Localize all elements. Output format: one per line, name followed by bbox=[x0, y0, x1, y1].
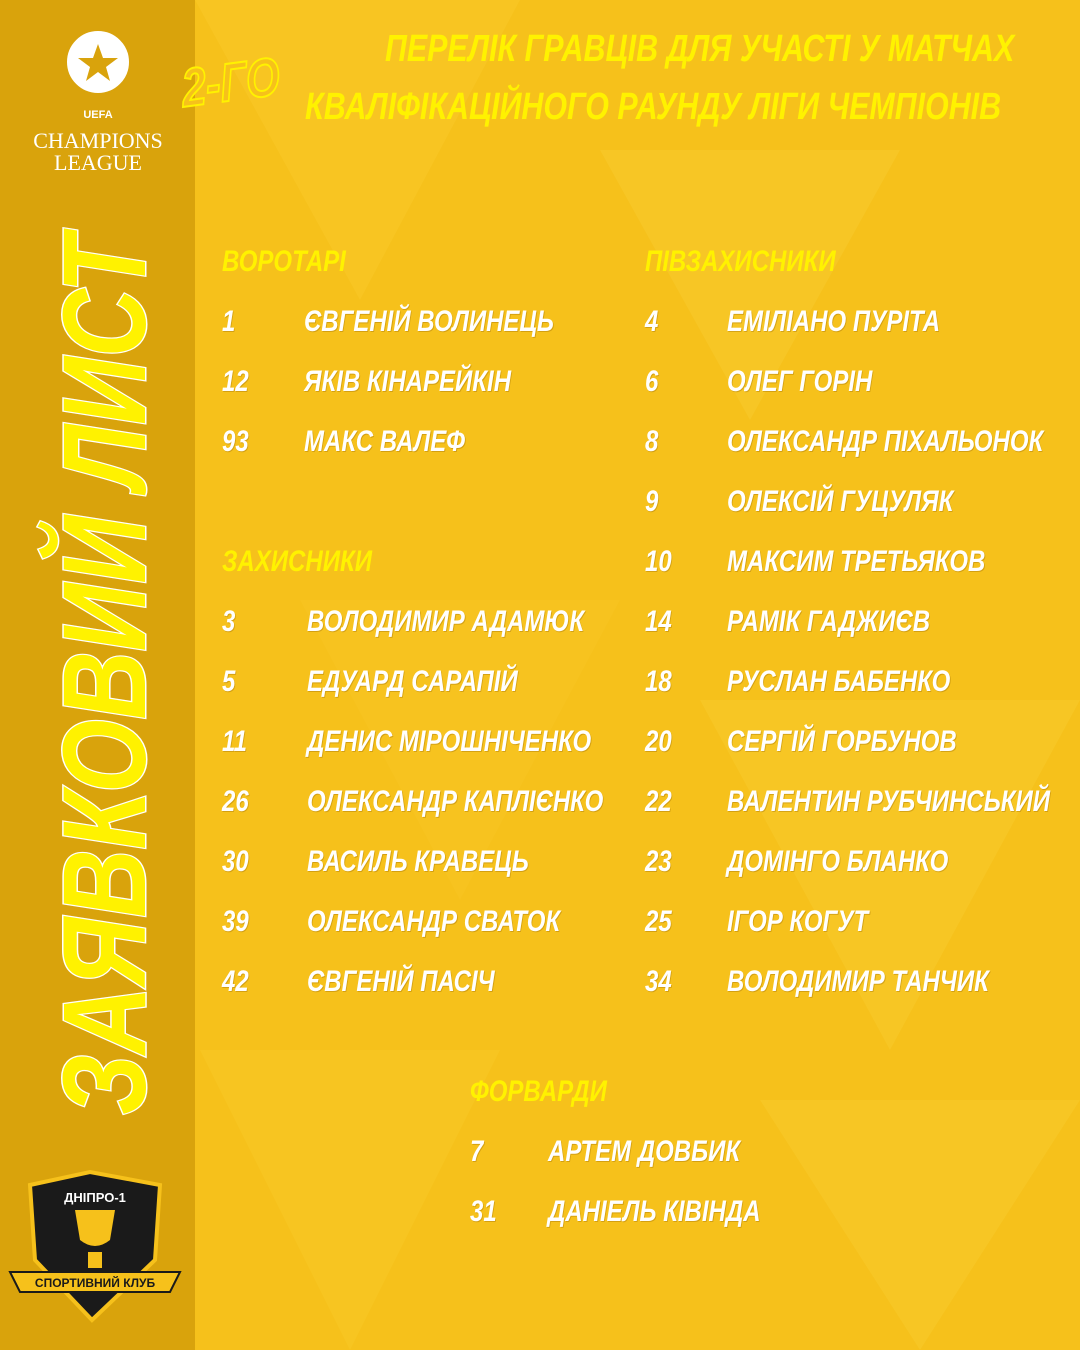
player-number: 23 bbox=[645, 845, 672, 878]
player-name: ОЛЕКСАНДР СВАТОК bbox=[307, 905, 561, 938]
player-number: 31 bbox=[470, 1195, 497, 1228]
player-name: ВОЛОДИМИР ТАНЧИК bbox=[727, 965, 989, 998]
logo-text: CHAMPIONS bbox=[33, 128, 163, 153]
logo-text: LEAGUE bbox=[54, 150, 142, 175]
player-number: 18 bbox=[645, 665, 672, 698]
player-number: 6 bbox=[645, 365, 659, 398]
player-name: ОЛЕГ ГОРІН bbox=[727, 365, 873, 398]
player-number: 20 bbox=[645, 725, 672, 758]
player-number: 5 bbox=[222, 665, 236, 698]
player-number: 3 bbox=[222, 605, 236, 638]
player-number: 30 bbox=[222, 845, 249, 878]
player-name: ДАНІЕЛЬ КІВІНДА bbox=[548, 1195, 761, 1228]
round-label: 2-ГО bbox=[179, 45, 283, 119]
player-number: 93 bbox=[222, 425, 249, 458]
player-name: ЄВГЕНІЙ ВОЛИНЕЦЬ bbox=[304, 305, 554, 338]
player-name: ЕМІЛІАНО ПУРІТА bbox=[727, 305, 941, 338]
player-number: 1 bbox=[222, 305, 236, 338]
player-name: МАКСИМ ТРЕТЬЯКОВ bbox=[727, 545, 986, 578]
player-name: ВОЛОДИМИР АДАМЮК bbox=[307, 605, 585, 638]
player-name: РУСЛАН БАБЕНКО bbox=[727, 665, 951, 698]
header-title: КВАЛІФІКАЦІЙНОГО РАУНДУ ЛІГИ ЧЕМПІОНІВ bbox=[305, 86, 1002, 128]
logo-text: UEFA bbox=[83, 109, 112, 121]
player-name: МАКС ВАЛЕФ bbox=[304, 425, 466, 458]
player-name: ІГОР КОГУТ bbox=[727, 905, 869, 938]
club-ribbon: СПОРТИВНИЙ КЛУБ bbox=[35, 1275, 156, 1290]
player-number: 26 bbox=[222, 785, 249, 818]
player-number: 11 bbox=[222, 725, 247, 758]
section-title: ПІВЗАХИСНИКИ bbox=[645, 245, 836, 278]
player-name: СЕРГІЙ ГОРБУНОВ bbox=[727, 725, 957, 758]
player-number: 8 bbox=[645, 425, 659, 458]
player-number: 25 bbox=[645, 905, 672, 938]
section-title: ВОРОТАРІ bbox=[222, 245, 346, 278]
player-number: 12 bbox=[222, 365, 249, 398]
player-name: ВАЛЕНТИН РУБЧИНСЬКИЙ bbox=[727, 785, 1051, 818]
section-title: ЗАХИСНИКИ bbox=[222, 545, 372, 578]
sidebar-graphics: UEFA CHAMPIONS LEAGUE ЗАЯВКОВИЙ ЛИСТ ДНІ… bbox=[8, 29, 182, 1323]
player-number: 14 bbox=[645, 605, 672, 638]
player-number: 4 bbox=[645, 305, 659, 338]
player-name: ОЛЕКСІЙ ГУЦУЛЯК bbox=[727, 485, 954, 518]
player-name: РАМІК ГАДЖИЄВ bbox=[727, 605, 931, 638]
player-number: 42 bbox=[222, 965, 249, 998]
player-name: АРТЕМ ДОВБИК bbox=[548, 1135, 741, 1168]
player-number: 39 bbox=[222, 905, 249, 938]
player-name: ЄВГЕНІЙ ПАСІЧ bbox=[307, 965, 495, 998]
player-number: 34 bbox=[645, 965, 672, 998]
player-number: 7 bbox=[470, 1135, 484, 1168]
player-name: ВАСИЛЬ КРАВЕЦЬ bbox=[307, 845, 529, 878]
section-title: ФОРВАРДИ bbox=[470, 1075, 607, 1108]
player-name: ДОМІНГО БЛАНКО bbox=[727, 845, 949, 878]
player-name: ОЛЕКСАНДР КАПЛІЄНКО bbox=[307, 785, 604, 818]
header-title: ПЕРЕЛІК ГРАВЦІВ ДЛЯ УЧАСТІ У МАТЧАХ bbox=[385, 28, 1015, 70]
club-badge: ДНІПРО-1 СПОРТИВНИЙ КЛУБ bbox=[8, 1169, 182, 1323]
player-number: 22 bbox=[645, 785, 672, 818]
sidebar bbox=[0, 0, 195, 1350]
player-name: ЯКІВ КІНАРЕЙКІН bbox=[304, 365, 512, 398]
club-name: ДНІПРО-1 bbox=[64, 1190, 126, 1205]
player-number: 10 bbox=[645, 545, 672, 578]
player-name: ОЛЕКСАНДР ПІХАЛЬОНОК bbox=[727, 425, 1044, 458]
player-name: ЕДУАРД САРАПІЙ bbox=[307, 665, 518, 698]
player-number: 9 bbox=[645, 485, 659, 518]
ucl-logo: UEFA CHAMPIONS LEAGUE bbox=[33, 29, 163, 175]
side-title: ЗАЯВКОВИЙ ЛИСТ bbox=[36, 228, 171, 1115]
player-name: ДЕНИС МІРОШНІЧЕНКО bbox=[307, 725, 592, 758]
